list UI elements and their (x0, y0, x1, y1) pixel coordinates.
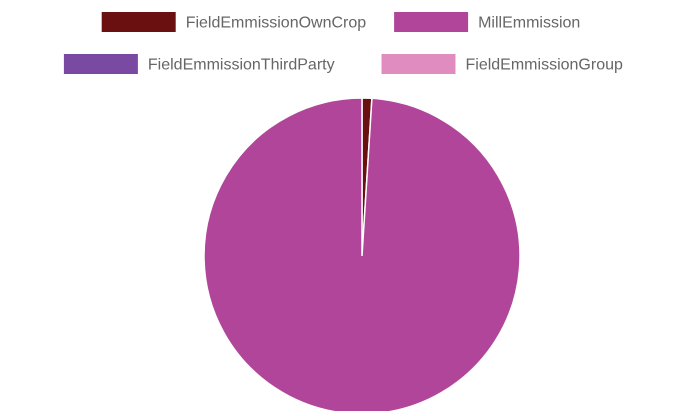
legend-swatch (63, 54, 138, 74)
legend-item[interactable]: FieldEmmissionThirdParty (63, 54, 335, 74)
legend-item[interactable]: FieldEmmissionOwnCrop (101, 12, 367, 32)
pie-slice[interactable] (203, 97, 521, 415)
legend-label: MillEmmission (478, 15, 580, 32)
legend-swatch (394, 12, 469, 32)
legend-label: FieldEmmissionGroup (466, 57, 623, 74)
legend-swatch (101, 12, 176, 32)
pie-slices (203, 97, 521, 415)
legend-item[interactable]: FieldEmmissionGroup (381, 54, 623, 74)
legend-label: FieldEmmissionOwnCrop (186, 15, 367, 32)
legend-item[interactable]: MillEmmission (394, 12, 580, 32)
legend-swatch (381, 54, 456, 74)
legend: FieldEmmissionOwnCrop MillEmmission FieldE… (63, 12, 623, 74)
legend-label: FieldEmmissionThirdParty (148, 57, 335, 74)
